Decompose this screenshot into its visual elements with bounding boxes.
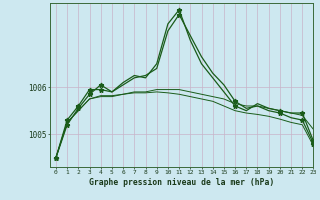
X-axis label: Graphe pression niveau de la mer (hPa): Graphe pression niveau de la mer (hPa) xyxy=(89,178,275,187)
